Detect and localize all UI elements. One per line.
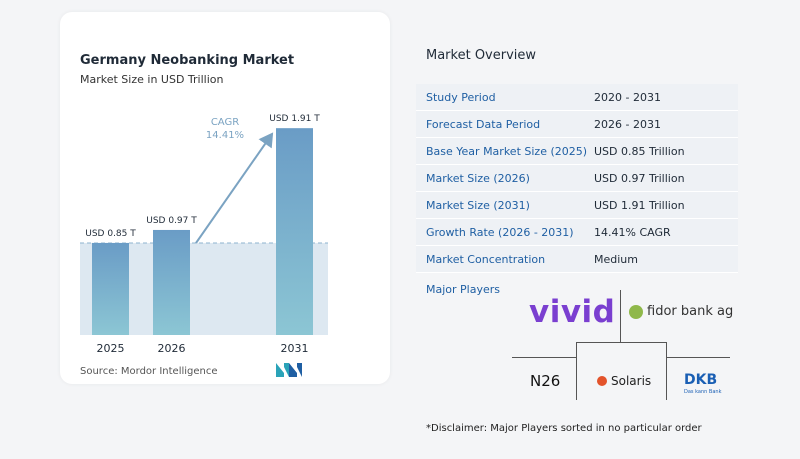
overview-title: Market Overview	[426, 48, 537, 63]
players-divider	[666, 357, 730, 358]
x-tick-2026: 2026	[158, 342, 186, 355]
fidor-label: fidor bank ag	[647, 304, 734, 319]
players-divider	[512, 357, 576, 358]
fidor-leaf-icon	[629, 304, 643, 319]
bar-chart: USD 0.85 T 2025 USD 0.97 T 2026 USD 1.91 T 20…	[80, 114, 328, 355]
solaris-logo: Solaris	[597, 374, 651, 388]
row-key: Base Year Market Size (2025)	[426, 144, 588, 158]
table-row: Base Year Market Size (2025) USD 0.85 Tri…	[416, 138, 738, 165]
table-row: Growth Rate (2026 - 2031) 14.41% CAGR	[416, 219, 738, 246]
fidor-bank-logo: fidor bank ag	[629, 304, 733, 319]
dkb-logo: DKB	[684, 372, 718, 388]
table-row: Study Period 2020 - 2031	[416, 84, 738, 111]
cagr-arrow	[195, 132, 274, 244]
mordor-logo-icon	[276, 363, 302, 377]
row-value: USD 1.91 Trillion	[594, 198, 685, 212]
overview-table: Study Period 2020 - 2031 Forecast Data Pe…	[416, 84, 738, 273]
row-value: USD 0.85 Trillion	[594, 144, 685, 158]
bar-2031	[276, 128, 313, 335]
bar-2025	[92, 242, 129, 335]
table-row: Market Size (2026) USD 0.97 Trillion	[416, 165, 738, 192]
vivid-logo: vivid	[529, 294, 616, 330]
source-note: Source: Mordor Intelligence	[80, 366, 218, 377]
row-key: Market Size (2026)	[426, 171, 530, 185]
data-label-2031: USD 1.91 T	[269, 114, 320, 124]
disclaimer: *Disclaimer: Major Players sorted in no …	[426, 423, 702, 434]
row-value: 2026 - 2031	[594, 117, 661, 131]
row-value: USD 0.97 Trillion	[594, 171, 685, 185]
row-key: Forecast Data Period	[426, 117, 541, 131]
data-label-2026: USD 0.97 T	[146, 216, 197, 226]
cagr-label: CAGR	[211, 117, 239, 128]
chart-title: Germany Neobanking Market	[80, 53, 295, 68]
x-tick-2031: 2031	[281, 342, 309, 355]
row-key: Growth Rate (2026 - 2031)	[426, 225, 574, 239]
dkb-tagline: Das kann Bank	[684, 389, 722, 395]
solaris-sun-icon	[597, 376, 607, 386]
solaris-label: Solaris	[611, 374, 652, 388]
bar-2026	[153, 229, 190, 335]
table-row: Market Size (2031) USD 1.91 Trillion	[416, 192, 738, 219]
row-value: Medium	[594, 252, 638, 266]
data-label-2025: USD 0.85 T	[85, 229, 136, 239]
major-players-title: Major Players	[426, 283, 500, 296]
cagr-value: 14.41%	[206, 130, 244, 141]
n26-logo: N26	[530, 372, 561, 390]
players-divider	[576, 342, 577, 400]
players-divider	[576, 342, 666, 343]
table-row: Forecast Data Period 2026 - 2031	[416, 111, 738, 138]
table-row: Market Concentration Medium	[416, 246, 738, 273]
x-tick-2025: 2025	[97, 342, 125, 355]
row-key: Study Period	[426, 90, 496, 104]
players-divider	[620, 290, 621, 342]
row-value: 2020 - 2031	[594, 90, 661, 104]
row-key: Market Concentration	[426, 252, 546, 266]
row-key: Market Size (2031)	[426, 198, 530, 212]
chart-subtitle: Market Size in USD Trillion	[80, 73, 224, 86]
players-divider	[666, 342, 667, 400]
row-value: 14.41% CAGR	[594, 225, 671, 239]
